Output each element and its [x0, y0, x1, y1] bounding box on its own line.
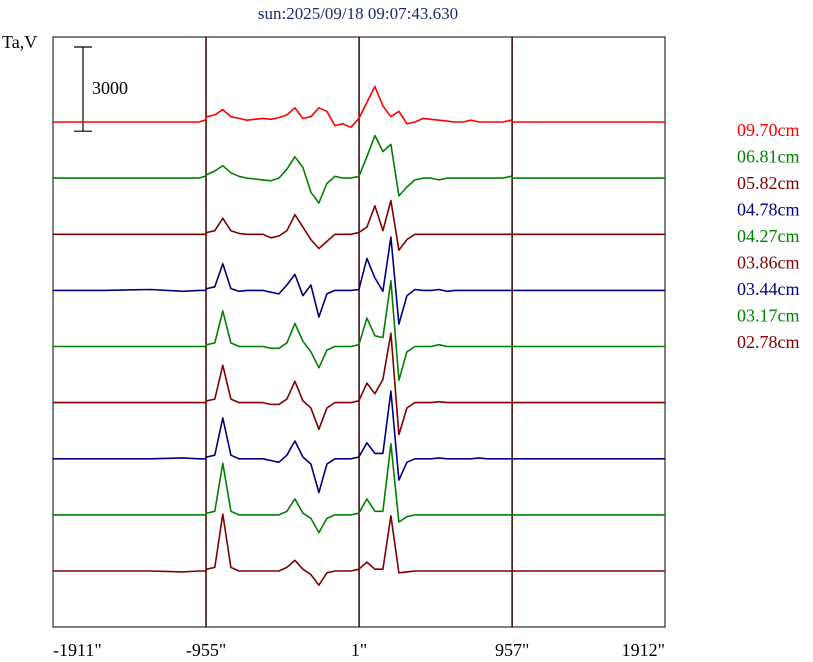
series-lines — [53, 85, 665, 587]
scale-bar-label: 3000 — [92, 78, 128, 98]
x-tick-label-3: 957" — [495, 640, 529, 660]
series-line-04.78cm — [53, 236, 665, 325]
legend-item-03.86cm: 03.86cm — [737, 253, 800, 273]
series-line-05.82cm — [53, 199, 665, 251]
series-line-06.81cm — [53, 134, 665, 204]
series-line-04.27cm — [53, 279, 665, 382]
legend-item-02.78cm: 02.78cm — [737, 332, 800, 352]
legend: 09.70cm 06.81cm 05.82cm 04.78cm 04.27cm 03.86… — [737, 120, 800, 352]
series-line-03.86cm — [53, 332, 665, 436]
legend-item-03.44cm: 03.44cm — [737, 279, 800, 299]
legend-item-09.70cm: 09.70cm — [737, 120, 800, 140]
vertical-markers — [205, 37, 513, 627]
x-tick-labels: -1911" -955" 1" 957" 1912" — [53, 640, 665, 660]
series-line-09.70cm — [53, 85, 665, 129]
series-line-03.44cm — [53, 390, 665, 494]
series-line-03.17cm — [53, 442, 665, 534]
chart-title: sun:2025/09/18 09:07:43.630 — [258, 4, 458, 23]
legend-item-04.27cm: 04.27cm — [737, 226, 800, 246]
x-tick-label-2: 1" — [351, 640, 367, 660]
x-tick-label-4: 1912" — [622, 640, 665, 660]
legend-item-06.81cm: 06.81cm — [737, 147, 800, 167]
x-tick-label-0: -1911" — [53, 640, 102, 660]
y-axis-label: Ta,V — [2, 32, 37, 52]
series-line-02.78cm — [53, 513, 665, 587]
scale-bar: 3000 — [74, 46, 128, 132]
legend-item-04.78cm: 04.78cm — [737, 200, 800, 220]
x-tick-label-1: -955" — [186, 640, 226, 660]
legend-item-03.17cm: 03.17cm — [737, 306, 800, 326]
legend-item-05.82cm: 05.82cm — [737, 173, 800, 193]
